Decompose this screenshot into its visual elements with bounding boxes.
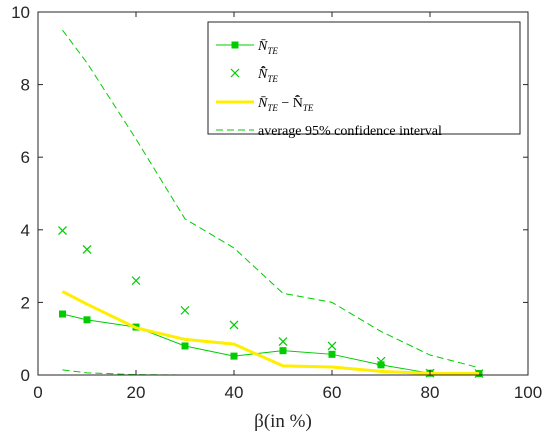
legend-marker	[231, 41, 239, 49]
x-tick-label: 20	[127, 383, 146, 402]
x-mark-stroke	[82, 244, 92, 254]
y-tick-label: 10	[11, 3, 30, 22]
legend-label: N̄̂TE	[257, 66, 278, 84]
legend-entry-0: N̄TE	[216, 39, 278, 56]
y-tick-label: 6	[21, 148, 30, 167]
x-tick-label: 0	[33, 383, 42, 402]
series-1-point	[327, 341, 337, 351]
axes-box	[37, 11, 529, 376]
x-mark-stroke	[278, 337, 288, 347]
series-0-point	[230, 352, 238, 360]
x-tick-label: 100	[514, 383, 542, 402]
legend-entry-3: average 95% confidence interval	[216, 124, 442, 139]
legend-box	[207, 21, 521, 135]
series-0-point	[181, 342, 189, 350]
axis-ticks: 0 20 40 60 80 100 0 2 4 6 8 10	[11, 3, 542, 402]
legend-entry-2: N̄TE − N̄̂TE	[216, 94, 314, 113]
y-tick-label: 4	[21, 221, 30, 240]
x-mark-stroke	[58, 226, 67, 235]
plot-area	[58, 29, 484, 378]
series-0-point	[377, 361, 385, 369]
series-0-point	[83, 316, 91, 324]
y-tick-label: 0	[21, 366, 30, 385]
legend-marker	[230, 68, 240, 78]
series-1-point	[376, 356, 386, 366]
series-0-point	[328, 350, 336, 358]
series-2-line	[61, 290, 479, 376]
series-1-point	[58, 226, 67, 235]
legend: N̄TE N̄̂TE N̄TE − N̄̂TE average 95% confide…	[207, 21, 521, 139]
legend-label: N̄TE − N̄̂TE	[257, 94, 314, 113]
series-1-point	[131, 276, 141, 286]
series-0-point	[59, 310, 66, 318]
x-mark-stroke	[229, 320, 239, 330]
x-mark-stroke	[327, 341, 337, 351]
x-mark-stroke	[131, 276, 141, 286]
y-tick-label: 8	[21, 76, 30, 95]
legend-label: average 95% confidence interval	[258, 124, 442, 139]
x-tick-label: 80	[421, 383, 440, 402]
x-mark-stroke	[376, 356, 386, 366]
legend-entry-1: N̄̂TE	[230, 66, 278, 84]
series-1-point	[180, 305, 190, 315]
series-1-point	[278, 337, 288, 347]
legend-label: N̄TE	[257, 39, 278, 56]
x-tick-label: 40	[225, 383, 244, 402]
series-0-point	[279, 347, 287, 355]
x-mark-stroke	[180, 305, 190, 315]
x-tick-label: 60	[323, 383, 342, 402]
x-axis-label: β(in %)	[254, 411, 312, 432]
series-1-point	[82, 244, 92, 254]
series-1-point	[229, 320, 239, 330]
y-tick-label: 2	[21, 293, 30, 312]
